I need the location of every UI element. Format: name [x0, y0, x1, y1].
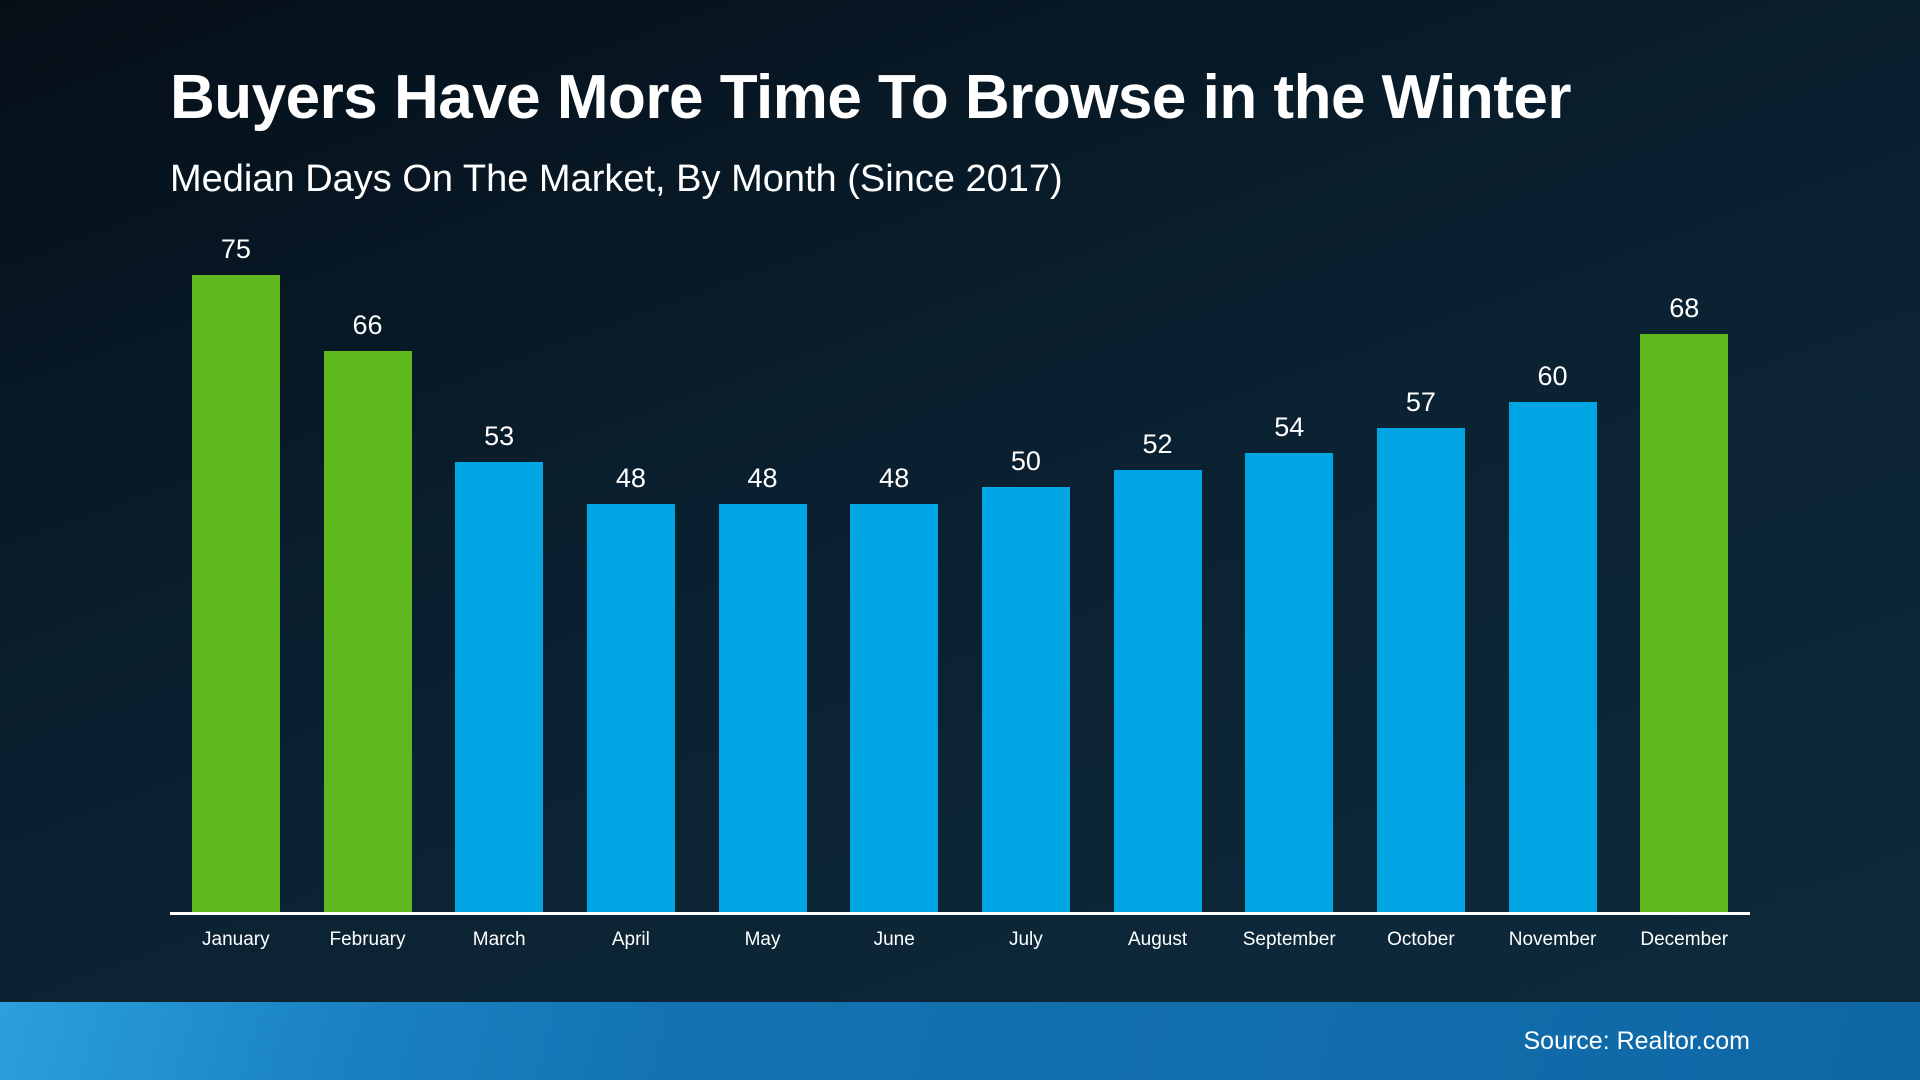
x-axis-labels: January February March April May June July Augu…	[170, 929, 1750, 951]
bar-slot: 68	[1618, 293, 1750, 912]
bar-october	[1376, 427, 1465, 912]
bar-value-label: 48	[747, 463, 778, 493]
bar-value-label: 68	[1669, 293, 1700, 323]
bar-slot: 52	[1092, 429, 1224, 912]
bar-value-label: 57	[1405, 386, 1436, 417]
chart-subtitle: Median Days On The Market, By Month (Sin…	[170, 158, 1063, 200]
bar-january	[191, 274, 280, 912]
bar-value-label: 66	[352, 310, 383, 340]
bar-slot: 75	[170, 233, 302, 912]
x-axis-label-february: February	[329, 929, 406, 950]
bar-december	[1640, 334, 1729, 912]
x-axis-label-april: April	[611, 929, 650, 950]
bar-value-label: 52	[1142, 429, 1173, 459]
bar-value-label: 53	[484, 420, 515, 451]
x-axis-label-november: November	[1508, 929, 1597, 950]
bar-value-label: 54	[1274, 412, 1305, 442]
x-axis-label-july: July	[1008, 929, 1043, 950]
x-axis-label-january: January	[202, 929, 270, 950]
x-axis-label-may: May	[744, 929, 781, 950]
bar-march	[455, 461, 544, 912]
bar-slot: 50	[960, 446, 1092, 912]
bar-slot: 57	[1355, 386, 1487, 912]
x-axis-label-august: August	[1127, 929, 1188, 950]
bar-slot: 54	[1223, 412, 1355, 912]
bar-value-label: 75	[220, 233, 251, 264]
chart-title: Buyers Have More Time To Browse in the W…	[170, 63, 1572, 132]
bar-value-label: 48	[615, 463, 646, 493]
bar-slot: 48	[828, 463, 960, 912]
footer-band: Source: Realtor.com	[0, 1002, 1920, 1080]
bar-september	[1245, 453, 1334, 912]
bar-slot: 48	[697, 463, 829, 912]
bar-november	[1508, 402, 1597, 912]
bar-june	[850, 504, 939, 912]
x-axis-label-march: March	[472, 929, 526, 950]
bar-april	[586, 504, 675, 912]
bars-container: 75 66 53 48 48 48 50 52 54 57 60 68	[170, 228, 1750, 912]
bar-may	[718, 504, 807, 912]
bar-slot: 66	[302, 310, 434, 912]
bar-chart: 75 66 53 48 48 48 50 52 54 57 60 68 January February…	[170, 228, 1750, 951]
bar-value-label: 48	[879, 463, 910, 493]
bar-july	[981, 487, 1070, 912]
source-attribution: Source: Realtor.com	[1523, 1026, 1751, 1055]
bar-february	[323, 351, 412, 912]
x-axis-label-december: December	[1640, 929, 1729, 950]
bar-value-label: 60	[1537, 361, 1568, 391]
x-axis-label-october: October	[1387, 929, 1455, 950]
bar-slot: 48	[565, 463, 697, 912]
x-axis-line	[170, 912, 1750, 915]
bar-slot: 53	[433, 420, 565, 912]
bar-august	[1113, 470, 1202, 912]
x-axis-label-june: June	[873, 929, 915, 950]
x-axis-label-september: September	[1242, 929, 1336, 950]
bar-value-label: 50	[1010, 446, 1041, 476]
bar-slot: 60	[1487, 361, 1619, 912]
